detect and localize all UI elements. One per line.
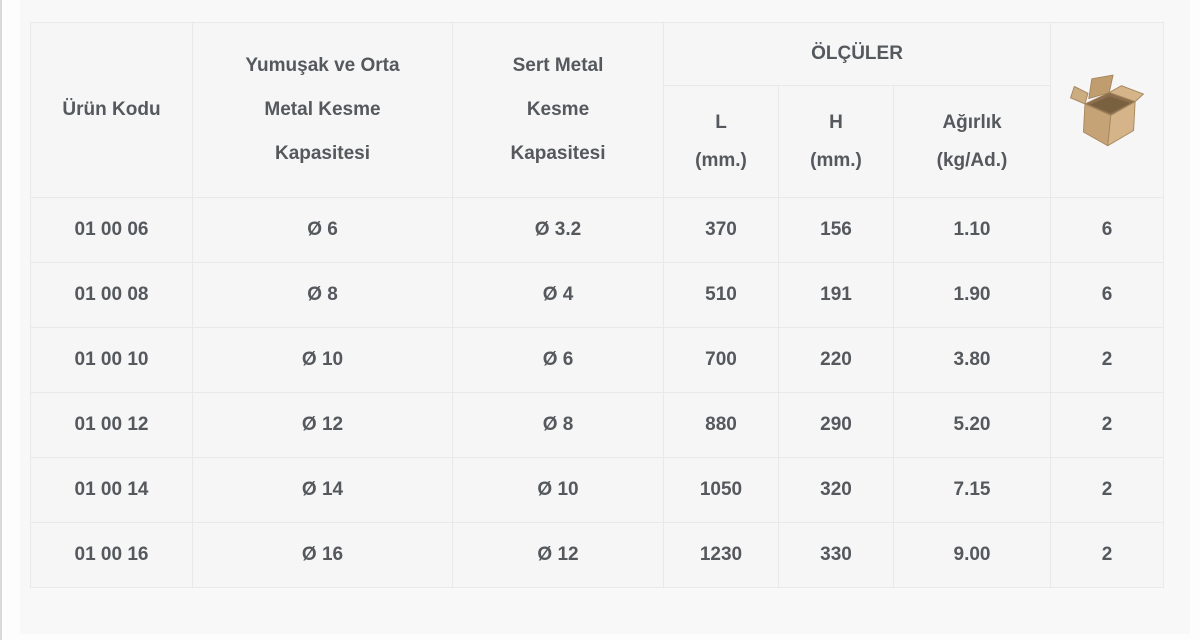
table-row: 01 00 12 Ø 12 Ø 8 880 290 5.20 2 [30, 392, 1165, 458]
window-left-edge [0, 0, 2, 640]
open-cardboard-box-icon [1070, 74, 1144, 147]
cell-hard-capacity: Ø 6 [452, 327, 664, 393]
table-row: 01 00 08 Ø 8 Ø 4 510 191 1.90 6 [30, 262, 1165, 328]
cell-hard-capacity: Ø 10 [452, 457, 664, 523]
cell-product-code: 01 00 14 [30, 457, 193, 523]
cell-weight: 7.15 [892, 457, 1052, 523]
header-weight-unit: (kg/Ad.) [936, 149, 1008, 171]
cell-package-qty: 6 [1050, 197, 1165, 263]
header-hard-line-2: Kesme [526, 99, 590, 120]
table-header: Ürün Kodu Yumuşak ve Orta Metal Kesme Ka… [30, 22, 1165, 198]
cell-length: 700 [663, 327, 779, 393]
box-right-face [1107, 101, 1136, 147]
cell-product-code: 01 00 06 [30, 197, 193, 263]
header-height: H (mm.) [778, 85, 894, 198]
header-row-units: L (mm.) H (mm.) Ağırlık (kg/Ad.) [31, 85, 1164, 198]
cell-soft-capacity: Ø 8 [192, 262, 453, 328]
cell-soft-capacity: Ø 10 [192, 327, 453, 393]
product-spec-table: Ürün Kodu Yumuşak ve Orta Metal Kesme Ka… [30, 22, 1165, 588]
cell-soft-capacity: Ø 16 [192, 522, 453, 588]
cell-hard-capacity: Ø 3.2 [452, 197, 664, 263]
cell-soft-capacity: Ø 12 [192, 392, 453, 458]
cell-product-code: 01 00 10 [30, 327, 193, 393]
cell-height: 220 [778, 327, 894, 393]
header-hard-metal-capacity: Sert Metal Kesme Kapasitesi [452, 22, 664, 198]
header-hard-line-3: Kapasitesi [510, 143, 606, 164]
cell-weight: 1.90 [892, 262, 1052, 328]
cell-package-qty: 2 [1050, 522, 1165, 588]
cell-length: 510 [663, 262, 779, 328]
cell-package-qty: 6 [1050, 262, 1165, 328]
header-package-qty [1050, 22, 1165, 198]
cell-soft-capacity: Ø 6 [192, 197, 453, 263]
cell-product-code: 01 00 08 [30, 262, 193, 328]
cell-height: 290 [778, 392, 894, 458]
box-interior-shadow [1090, 96, 1130, 114]
header-product-code: Ürün Kodu [30, 22, 193, 198]
cell-length: 1050 [663, 457, 779, 523]
cell-weight: 5.20 [892, 392, 1052, 458]
header-weight-label: Ağırlık [942, 111, 1002, 133]
cell-product-code: 01 00 12 [30, 392, 193, 458]
cell-length: 1230 [663, 522, 779, 588]
cell-hard-capacity: Ø 12 [452, 522, 664, 588]
header-length-unit: (mm.) [695, 149, 747, 171]
table-row: 01 00 14 Ø 14 Ø 10 1050 320 7.15 2 [30, 457, 1165, 523]
cell-length: 880 [663, 392, 779, 458]
box-left-flap [1070, 85, 1089, 105]
cell-length: 370 [663, 197, 779, 263]
cell-weight: 3.80 [892, 327, 1052, 393]
table-row: 01 00 10 Ø 10 Ø 6 700 220 3.80 2 [30, 327, 1165, 393]
header-hard-line-1: Sert Metal [512, 55, 604, 76]
header-height-symbol: H [829, 111, 843, 133]
header-soft-line-1: Yumuşak ve Orta [245, 55, 400, 76]
header-weight: Ağırlık (kg/Ad.) [892, 85, 1052, 198]
cell-hard-capacity: Ø 4 [452, 262, 664, 328]
header-product-code-label: Ürün Kodu [62, 99, 161, 120]
header-soft-line-3: Kapasitesi [274, 143, 371, 164]
cell-weight: 1.10 [892, 197, 1052, 263]
box-back-flap [1088, 74, 1114, 100]
cell-package-qty: 2 [1050, 392, 1165, 458]
cell-package-qty: 2 [1050, 457, 1165, 523]
header-length-symbol: L [715, 111, 727, 133]
header-dimensions-group: ÖLÇÜLER [662, 22, 1052, 86]
cell-product-code: 01 00 16 [30, 522, 193, 588]
header-soft-metal-capacity: Yumuşak ve Orta Metal Kesme Kapasitesi [192, 22, 453, 198]
table-row: 01 00 16 Ø 16 Ø 12 1230 330 9.00 2 [30, 522, 1165, 588]
cell-height: 320 [778, 457, 894, 523]
cell-package-qty: 2 [1050, 327, 1165, 393]
header-height-unit: (mm.) [810, 149, 862, 171]
cell-height: 156 [778, 197, 894, 263]
cell-hard-capacity: Ø 8 [452, 392, 664, 458]
cell-weight: 9.00 [892, 522, 1052, 588]
header-soft-line-2: Metal Kesme [264, 99, 381, 120]
header-row-top: Ürün Kodu Yumuşak ve Orta Metal Kesme Ka… [30, 22, 1165, 198]
header-length: L (mm.) [663, 85, 779, 198]
table-row: 01 00 06 Ø 6 Ø 3.2 370 156 1.10 6 [30, 197, 1165, 263]
cell-height: 191 [778, 262, 894, 328]
cell-soft-capacity: Ø 14 [192, 457, 453, 523]
table-body: 01 00 06 Ø 6 Ø 3.2 370 156 1.10 6 01 00 … [30, 197, 1165, 588]
cell-height: 330 [778, 522, 894, 588]
